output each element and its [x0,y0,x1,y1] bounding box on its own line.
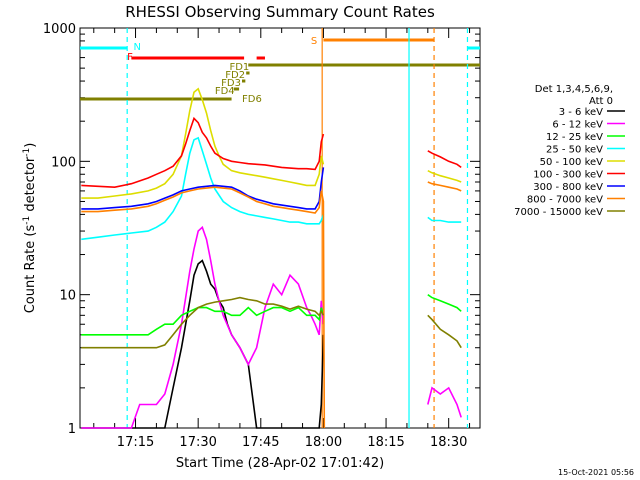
series-line [427,150,462,169]
series-line [427,216,462,223]
vertical-markers [126,28,469,428]
x-tick-label: 17:30 [179,435,216,450]
series-line [81,167,325,210]
legend-label: 12 - 25 keV [546,132,603,143]
segment-label: S [311,36,317,47]
segment-label: FD3 [221,78,241,89]
y-tick-label: 1 [68,422,76,437]
series-line [427,181,462,192]
segment-label: F [127,52,133,63]
series-line [427,386,462,418]
legend-label: 100 - 300 keV [533,170,603,181]
legend-header: Att 0 [589,96,613,107]
x-axis-label: Start Time (28-Apr-02 17:01:42) [176,456,384,471]
series-line [427,294,462,312]
legend-label: 6 - 12 keV [552,120,603,131]
segment-label: FD6 [242,94,262,105]
segment-label: N [133,42,140,53]
legend-label: 25 - 50 keV [546,145,603,156]
y-tick-label: 10 [59,289,76,304]
series-group [81,87,462,429]
series-line [81,225,325,429]
x-tick-label: 18:15 [367,435,404,450]
series-line [81,87,325,199]
x-tick-label: 18:00 [305,435,342,450]
legend-label: 300 - 800 keV [533,182,603,193]
y-axis-label: Count Rate (s-1 detector-1) [22,143,38,314]
legend-label: 7000 - 15000 keV [514,207,603,218]
segment-label: FD4 [215,86,235,97]
segment-label: FD2 [225,70,245,81]
y-tick-label: 1000 [43,22,76,37]
footer-date: 15-Oct-2021 05:56 [558,468,634,477]
series-line [81,136,325,241]
legend-label: 800 - 7000 keV [527,195,603,206]
series-line [81,116,325,189]
y-tick-label: 100 [51,155,76,170]
x-axis: 17:15 17:30 17:45 18:00 18:15 18:30 [93,28,471,450]
legend-header: Det 1,3,4,5,6,9, [535,84,613,95]
series-line [81,186,326,429]
series-line [81,306,325,336]
x-tick-label: 17:45 [242,435,279,450]
segment-label: FD1 [229,62,249,73]
series-line [81,259,325,429]
series-line [427,314,462,349]
plot-frame [79,27,481,429]
legend-label: 3 - 6 keV [559,107,603,118]
series-line [81,296,325,349]
x-tick-label: 18:30 [430,435,467,450]
x-tick-label: 17:15 [117,435,154,450]
chart-title: RHESSI Observing Summary Count Rates [125,3,435,21]
y-axis: 1 10 100 1000 [43,22,480,437]
series-line [427,169,462,183]
legend: Det 1,3,4,5,6,9,Att 03 - 6 keV 6 - 12 keV… [514,84,625,218]
legend-label: 50 - 100 keV [540,157,604,168]
